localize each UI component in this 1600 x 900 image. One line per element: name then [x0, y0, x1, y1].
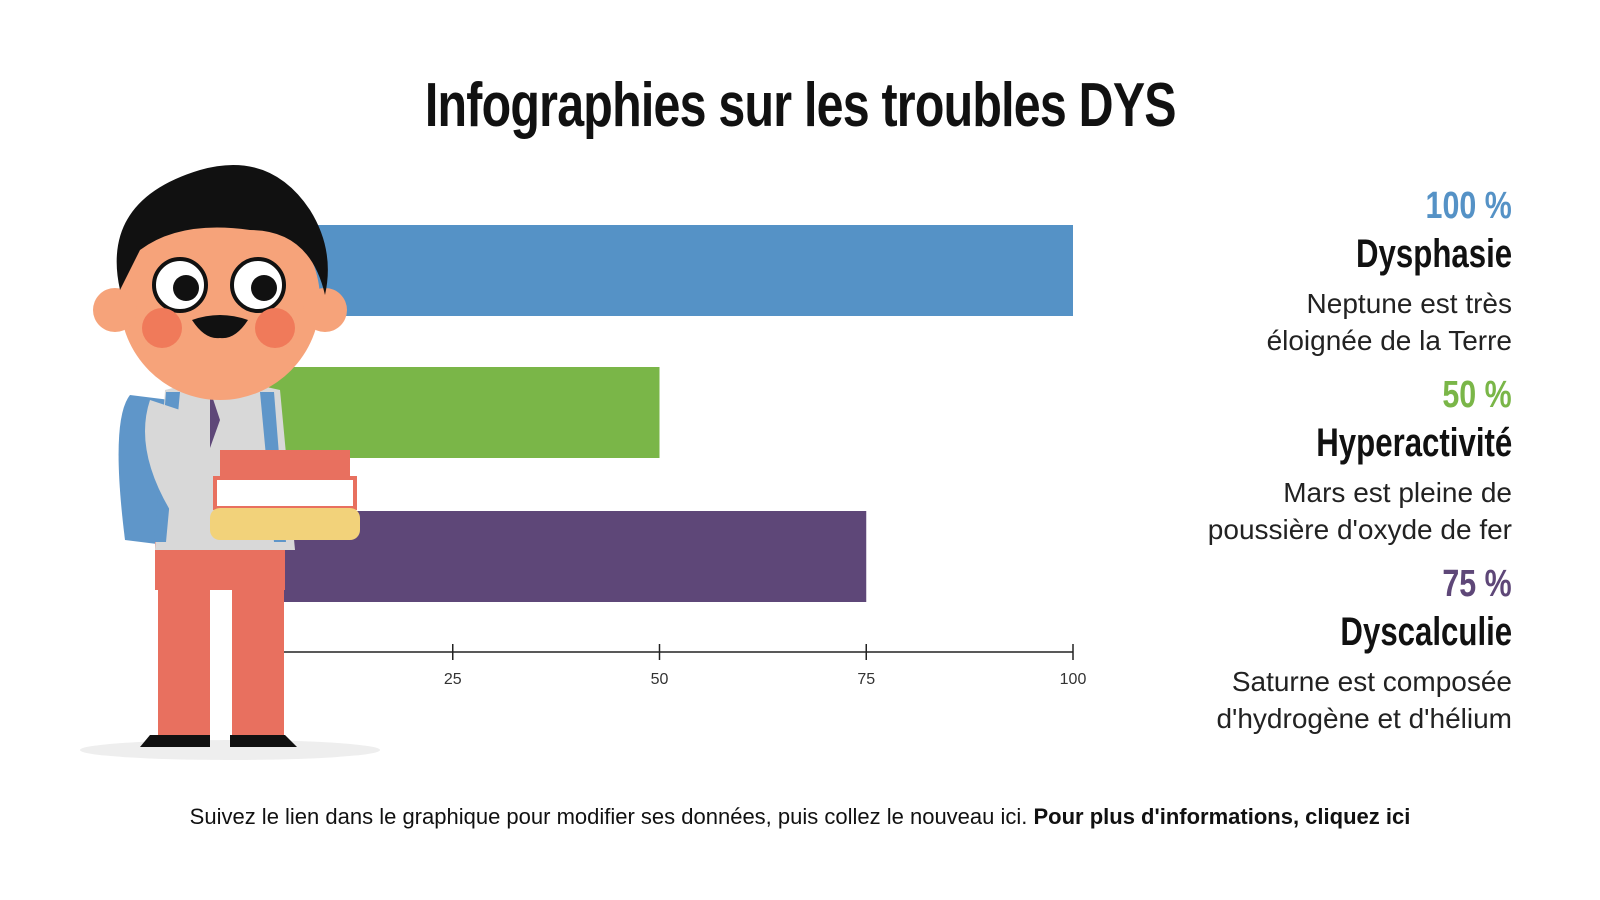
legend-percent: 100 %: [1425, 185, 1512, 227]
bar-dysphasie: [246, 225, 1073, 316]
legend-desc: éloignée de la Terre: [1266, 325, 1512, 356]
student-illustration: [80, 165, 380, 760]
footer-note: Suivez le lien dans le graphique pour mo…: [189, 804, 1411, 829]
legend-desc: Mars est pleine de: [1283, 477, 1512, 508]
legend-name: Dysphasie: [1355, 232, 1512, 276]
legend-percent: 50 %: [1442, 374, 1512, 416]
legend-name: Hyperactivité: [1316, 421, 1512, 465]
x-tick-label: 50: [651, 671, 669, 688]
legend-desc: Saturne est composée: [1231, 666, 1512, 697]
x-tick-label: 75: [857, 671, 875, 688]
legend-name: Dyscalculie: [1340, 610, 1512, 654]
bar-hyperactivité: [246, 367, 660, 458]
x-tick-label: 25: [444, 671, 462, 688]
legend-desc: d'hydrogène et d'hélium: [1216, 703, 1512, 734]
legend-desc: poussière d'oxyde de fer: [1207, 514, 1512, 545]
legend-percent: 75 %: [1442, 563, 1512, 605]
legend-desc: Neptune est très: [1306, 288, 1512, 319]
more-info-link[interactable]: Pour plus d'informations, cliquez ici: [1033, 804, 1411, 829]
page-title: Infographies sur les troubles DYS: [424, 71, 1177, 140]
x-tick-label: 100: [1060, 671, 1087, 688]
